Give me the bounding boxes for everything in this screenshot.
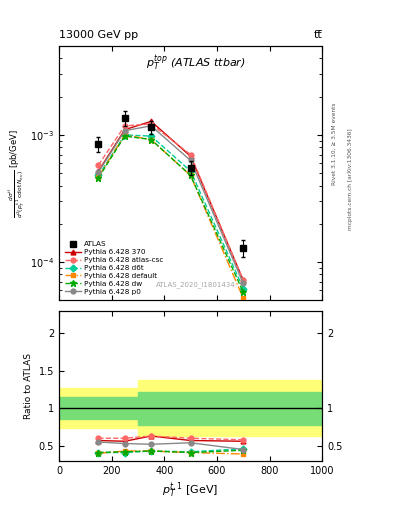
Pythia 6.428 dw [96,175,101,181]
Pythia 6.428 370 [96,168,101,174]
Pythia 6.428 p0 [123,127,127,134]
Line: Pythia 6.428 370: Pythia 6.428 370 [96,119,246,283]
Pythia 6.428 d6t [188,168,193,174]
Text: Rivet 3.1.10, ≥ 3.5M events: Rivet 3.1.10, ≥ 3.5M events [332,102,337,185]
Text: ATLAS_2020_I1801434: ATLAS_2020_I1801434 [156,281,236,288]
Pythia 6.428 default [188,173,193,179]
Pythia 6.428 default [241,295,246,301]
Pythia 6.428 d6t [123,132,127,138]
Pythia 6.428 p0 [149,123,153,129]
Pythia 6.428 atlas-csc [96,162,101,168]
Pythia 6.428 p0 [241,281,246,287]
Text: tt̅: tt̅ [314,30,322,40]
Legend: ATLAS, Pythia 6.428 370, Pythia 6.428 atlas-csc, Pythia 6.428 d6t, Pythia 6.428 : ATLAS, Pythia 6.428 370, Pythia 6.428 at… [62,239,165,297]
Y-axis label: Ratio to ATLAS: Ratio to ATLAS [24,353,33,419]
Pythia 6.428 dw [149,137,153,143]
Pythia 6.428 default [96,174,101,180]
Pythia 6.428 default [123,132,127,138]
Pythia 6.428 370 [241,277,246,283]
Pythia 6.428 p0 [96,169,101,175]
Pythia 6.428 d6t [96,173,101,179]
Pythia 6.428 370 [188,153,193,159]
Line: Pythia 6.428 d6t: Pythia 6.428 d6t [96,133,246,291]
Pythia 6.428 370 [149,118,153,124]
Pythia 6.428 atlas-csc [188,152,193,158]
Pythia 6.428 p0 [188,157,193,163]
Pythia 6.428 atlas-csc [149,121,153,127]
Pythia 6.428 370 [123,126,127,133]
Text: mcplots.cern.ch [arXiv:1306.3436]: mcplots.cern.ch [arXiv:1306.3436] [348,129,353,230]
Line: Pythia 6.428 default: Pythia 6.428 default [96,133,246,301]
Pythia 6.428 dw [123,133,127,139]
Pythia 6.428 default [149,137,153,143]
Pythia 6.428 dw [188,173,193,179]
Y-axis label: $\frac{d\,\sigma^{tl}}{d^2(p_T^{t,1}\,\mathrm{cdot}\,N_{ev})}$ [pb/GeV]: $\frac{d\,\sigma^{tl}}{d^2(p_T^{t,1}\,\m… [7,129,27,218]
Line: Pythia 6.428 p0: Pythia 6.428 p0 [96,123,246,286]
Line: Pythia 6.428 dw: Pythia 6.428 dw [95,133,247,295]
Pythia 6.428 dw [241,289,246,295]
Text: $p_T^{top}$ (ATLAS ttbar): $p_T^{top}$ (ATLAS ttbar) [146,54,246,74]
Pythia 6.428 d6t [241,286,246,292]
Line: Pythia 6.428 atlas-csc: Pythia 6.428 atlas-csc [96,121,246,283]
X-axis label: $p_T^{t,1}$ [GeV]: $p_T^{t,1}$ [GeV] [162,481,219,501]
Pythia 6.428 atlas-csc [241,277,246,283]
Pythia 6.428 d6t [149,133,153,139]
Text: 13000 GeV pp: 13000 GeV pp [59,30,138,40]
Pythia 6.428 atlas-csc [123,123,127,129]
